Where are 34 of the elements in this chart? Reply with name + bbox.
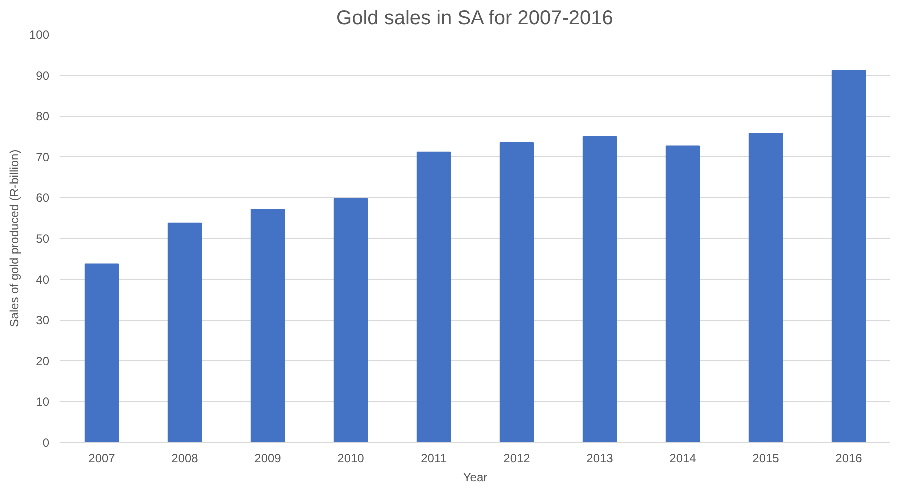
y-tick-label: 30 xyxy=(36,314,50,328)
x-tick-label: 2016 xyxy=(836,452,863,466)
chart-title: Gold sales in SA for 2007-2016 xyxy=(336,8,614,30)
x-tick-label: 2011 xyxy=(421,452,448,466)
y-tick-label: 0 xyxy=(42,436,50,450)
bar xyxy=(582,136,618,442)
x-tick-label: 2008 xyxy=(172,452,199,466)
y-tick-label: 50 xyxy=(36,232,50,246)
bar xyxy=(832,70,866,442)
bar xyxy=(500,142,534,442)
bar xyxy=(748,133,784,442)
bar xyxy=(84,264,120,442)
bar xyxy=(416,152,452,442)
bar xyxy=(666,146,700,442)
y-tick-label: 100 xyxy=(29,28,50,42)
x-tick-label: 2012 xyxy=(504,452,531,466)
y-tick-label: 20 xyxy=(36,354,50,368)
bar xyxy=(250,209,286,442)
y-tick-label: 70 xyxy=(36,150,50,164)
bar xyxy=(168,222,202,442)
x-tick-label: 2010 xyxy=(338,452,365,466)
bar xyxy=(334,198,368,442)
y-tick-label: 40 xyxy=(36,272,50,287)
y-axis-title: Sales of gold produced (R-billion) xyxy=(7,150,22,328)
y-tick-label: 80 xyxy=(36,110,50,124)
y-tick-label: 10 xyxy=(36,395,50,410)
x-tick-label: 2015 xyxy=(752,452,780,466)
x-axis-title: Year xyxy=(463,470,488,484)
x-tick-label: 2009 xyxy=(254,452,282,466)
y-tick-label: 90 xyxy=(36,68,50,83)
x-tick-label: 2014 xyxy=(670,452,697,466)
x-tick-label: 2013 xyxy=(586,452,614,466)
x-tick-label: 2007 xyxy=(88,452,116,466)
y-tick-label: 60 xyxy=(36,191,50,206)
